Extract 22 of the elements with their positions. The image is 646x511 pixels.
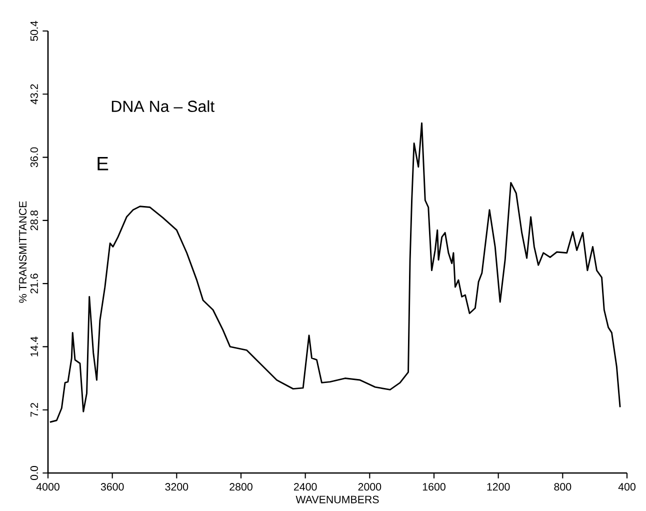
- y-tick-label: 14.4: [30, 336, 38, 356]
- x-tick-label: 4000: [36, 483, 60, 491]
- y-tick-label: 21.6: [30, 274, 38, 294]
- x-tick-label: 3200: [165, 483, 188, 491]
- y-tick-label: 43.2: [30, 84, 38, 104]
- x-tick-label: 2400: [294, 483, 317, 491]
- x-tick-label: 1200: [487, 483, 510, 491]
- x-axis-title: WAVENUMBERS: [296, 496, 379, 504]
- y-tick-label: 0.0: [30, 466, 38, 480]
- x-tick-label: 2800: [230, 483, 252, 491]
- x-tick-label: 3600: [100, 483, 124, 491]
- y-tick-label: 7.2: [30, 402, 38, 417]
- x-tick-label: 800: [554, 483, 572, 491]
- y-axis-title: % TRANSMITTANCE: [19, 201, 27, 303]
- y-tick-label: 28.8: [30, 210, 38, 230]
- annotation: E: [98, 156, 108, 170]
- y-tick-label: 50.4: [30, 20, 38, 41]
- text: DNA Na – Salt: [112, 100, 215, 112]
- x-tick-label: 400: [618, 483, 636, 491]
- x-tick-label: 2000: [358, 483, 382, 491]
- y-tick-label: 36.0: [30, 147, 38, 168]
- x-tick-label: 1600: [422, 483, 446, 491]
